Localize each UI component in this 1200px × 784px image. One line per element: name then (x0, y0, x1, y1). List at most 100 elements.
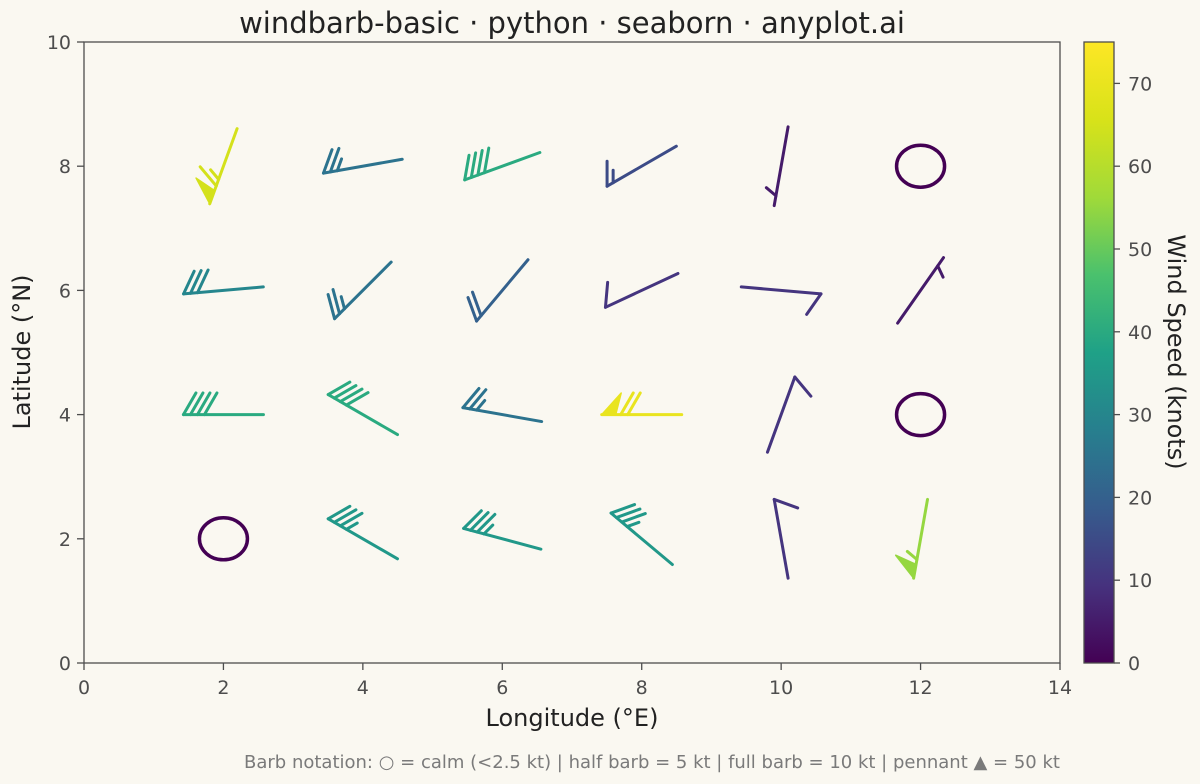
wind-barb (466, 258, 530, 323)
barb-full (482, 146, 491, 175)
wind-barb (326, 504, 399, 561)
colorbar-tick-label: 0 (1128, 653, 1140, 675)
barb-staff (896, 256, 946, 325)
barb-half (339, 295, 346, 311)
wind-barb (765, 375, 813, 454)
wind-barb (764, 125, 790, 208)
y-tick-label: 6 (59, 280, 71, 302)
barb-full (466, 296, 479, 323)
x-axis-label: Longitude (°E) (486, 704, 659, 732)
wind-barb (894, 143, 947, 189)
barb-pennant (894, 554, 917, 579)
barb-staff (772, 497, 790, 580)
barb-pennant (600, 392, 622, 416)
colorbar-tick-label: 60 (1128, 156, 1152, 178)
colorbar-tick-label: 70 (1128, 73, 1152, 95)
barb-full (462, 509, 483, 530)
barb-half (936, 264, 945, 279)
barb-staff (461, 406, 544, 424)
barb-full (326, 504, 352, 521)
y-axis-label: Latitude (°N) (8, 274, 36, 429)
barb-full (182, 269, 196, 296)
barb-full (461, 387, 481, 410)
x-tick-label: 4 (357, 677, 369, 699)
barb-full (196, 268, 210, 295)
colorbar-tick-label: 50 (1128, 239, 1152, 261)
colorbar-tick-label: 10 (1128, 570, 1152, 592)
barb-half (209, 168, 221, 181)
barb-full (476, 148, 484, 177)
barb-full (189, 269, 203, 295)
colorbar-tick-label: 20 (1128, 487, 1152, 509)
x-tick-label: 14 (1048, 677, 1072, 699)
barb-staff (333, 260, 393, 321)
barb-staff (605, 144, 678, 188)
barb-full (603, 280, 610, 309)
barb-half (475, 399, 487, 412)
wind-barb (609, 503, 674, 567)
barb-staff (326, 393, 399, 437)
barb-notation-footnote: Barb notation: ○ = calm (<2.5 kt) | half… (244, 752, 1060, 773)
x-tick-label: 12 (908, 677, 932, 699)
y-tick-label: 2 (59, 529, 71, 551)
barb-full (332, 508, 358, 524)
barb-full (619, 391, 635, 417)
wind-barb (894, 391, 947, 438)
calm-circle (197, 516, 250, 562)
wind-barb (894, 497, 930, 580)
barb-full (468, 511, 490, 532)
wind-barb (326, 380, 399, 437)
x-tick-label: 0 (78, 677, 90, 699)
wind-barb (739, 285, 823, 316)
barb-half (625, 520, 641, 529)
wind-barb (463, 146, 542, 182)
barb-pennant (195, 177, 216, 205)
barb-full (332, 384, 358, 400)
barb-staff (772, 125, 790, 208)
barb-staff (462, 526, 543, 551)
wind-barb (182, 268, 265, 296)
wind-barb (321, 146, 404, 175)
barb-full (772, 497, 800, 510)
barb-full (614, 507, 642, 520)
barb-staff (765, 375, 797, 454)
colorbar (1083, 41, 1115, 664)
barb-staff (609, 511, 674, 567)
barb-staff (182, 285, 265, 296)
wind-barb (197, 516, 250, 562)
barb-staff (603, 271, 680, 309)
barb-half (764, 186, 778, 198)
barb-full (188, 391, 205, 417)
barb-full (181, 391, 198, 417)
plot-area (83, 41, 1061, 664)
barb-full (469, 151, 478, 179)
wind-barb (600, 391, 684, 417)
barb-full (609, 503, 637, 515)
y-tick-label: 10 (47, 32, 71, 54)
x-tick-label: 8 (636, 677, 648, 699)
wind-barb (603, 271, 680, 309)
colorbar-axis: 0 10 20 30 40 50 60 70 (1114, 73, 1152, 675)
colorbar-tick-label: 40 (1128, 322, 1152, 344)
calm-circle (894, 143, 947, 189)
x-tick-label: 10 (769, 677, 793, 699)
y-tick-label: 8 (59, 156, 71, 178)
barb-half (344, 521, 359, 531)
barb-half (905, 549, 919, 561)
barb-full (331, 288, 342, 316)
barb-full (326, 293, 337, 321)
barb-staff (326, 517, 399, 561)
x-axis: 0 2 4 6 8 10 12 14 (78, 663, 1072, 699)
x-tick-label: 6 (496, 677, 508, 699)
barb-full (338, 387, 364, 404)
barb-full (202, 391, 219, 417)
barb-full (195, 391, 212, 417)
barb-staff (475, 258, 530, 323)
barb-full (338, 511, 364, 528)
colorbar-tick-label: 30 (1128, 405, 1152, 427)
wind-barb (326, 260, 393, 321)
barb-full (626, 391, 642, 417)
wind-barb (896, 256, 946, 325)
barb-full (198, 165, 218, 188)
